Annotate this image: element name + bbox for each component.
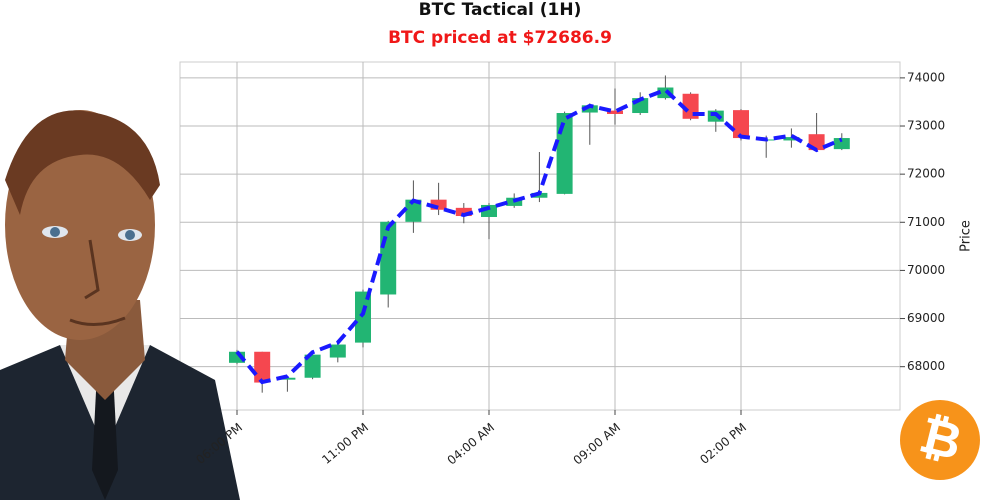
candle-body	[581, 105, 598, 113]
candle-body	[430, 199, 447, 210]
x-tick-label: 04:00 AM	[445, 420, 498, 467]
candle-body	[607, 110, 623, 114]
candle-body	[455, 207, 472, 217]
x-tick-label: 09:00 AM	[571, 420, 624, 467]
bitcoin-logo: ₿	[900, 400, 980, 480]
chart-subtitle: BTC priced at $72686.9	[388, 28, 612, 48]
x-tick-label: 02:00 PM	[697, 420, 749, 467]
candle-body	[229, 351, 245, 363]
y-tick-label: 74000	[907, 70, 945, 84]
y-tick-label: 71000	[907, 215, 945, 229]
candle-body	[405, 199, 422, 222]
candle-body	[355, 291, 371, 343]
person	[0, 110, 240, 500]
plot-area	[179, 61, 901, 411]
candle-body	[279, 377, 296, 380]
y-tick-label: 68000	[907, 359, 945, 373]
candle-body	[304, 354, 321, 378]
x-tick-label: 11:00 PM	[319, 420, 371, 467]
candle-body	[657, 87, 674, 99]
y-tick-label: 72000	[907, 167, 945, 181]
logo-circle	[900, 400, 980, 480]
candle-body	[556, 113, 573, 194]
y-tick-label: 70000	[907, 263, 945, 277]
chart-title: BTC Tactical (1H)	[419, 0, 582, 20]
y-tick-label: 69000	[907, 311, 945, 325]
y-axis-label: Price	[959, 220, 974, 252]
candle-body	[733, 110, 749, 139]
candle-body	[380, 221, 397, 295]
candle-body	[783, 137, 800, 141]
candle-body	[329, 344, 346, 358]
y-tick-label: 73000	[907, 119, 945, 133]
price-line	[235, 87, 843, 385]
candle-body	[254, 351, 271, 383]
candle-body	[833, 138, 850, 150]
